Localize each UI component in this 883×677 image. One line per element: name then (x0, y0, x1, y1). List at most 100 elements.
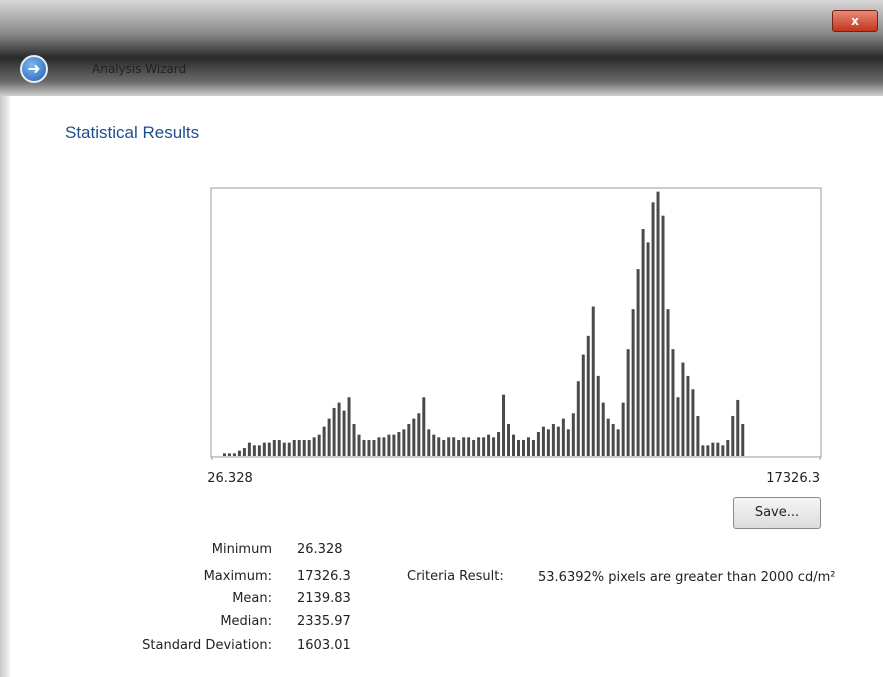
bar (412, 419, 415, 456)
bar (343, 411, 346, 456)
bar (303, 440, 306, 456)
bar (452, 437, 455, 456)
stat-value: 2335.97 (297, 614, 351, 629)
stat-value: 2139.83 (297, 591, 351, 606)
bar (338, 403, 341, 456)
bar (507, 424, 510, 456)
bar (367, 440, 370, 456)
bar (417, 413, 420, 456)
bar (422, 397, 425, 456)
bar (228, 453, 231, 456)
x-tick-label: 17326.3 (766, 471, 820, 486)
save-button[interactable]: Save... (733, 497, 821, 529)
bar (741, 424, 744, 456)
bar (602, 403, 605, 456)
stat-value: 1603.01 (297, 638, 351, 653)
bar (248, 443, 251, 456)
bar (442, 440, 445, 456)
bar (318, 435, 321, 456)
bar (652, 202, 655, 456)
bar (432, 435, 435, 456)
bar (716, 443, 719, 456)
bar (328, 419, 331, 456)
bar (681, 363, 684, 456)
bar (671, 349, 674, 456)
bar (407, 424, 410, 456)
bar (701, 445, 704, 456)
bar (397, 432, 400, 456)
bar (288, 443, 291, 456)
bar (363, 440, 366, 456)
criteria-label: Criteria Result: (407, 569, 504, 584)
bar (492, 437, 495, 456)
bar (313, 437, 316, 456)
bar (532, 440, 535, 456)
bar (293, 440, 296, 456)
bar (691, 389, 694, 456)
bar (358, 435, 361, 456)
bar (467, 437, 470, 456)
bar (472, 440, 475, 456)
bar (263, 443, 266, 456)
bar (696, 416, 699, 456)
bar (487, 435, 490, 456)
bar (706, 445, 709, 456)
bar (477, 437, 480, 456)
bar (731, 416, 734, 456)
bar (392, 435, 395, 456)
bar (308, 440, 311, 456)
bar (387, 435, 390, 456)
bar (348, 397, 351, 456)
bar (627, 349, 630, 456)
bar (736, 400, 739, 456)
page: ➜ Analysis Wizard x Statistical Results … (0, 0, 883, 677)
bar (582, 355, 585, 456)
stat-label: Minimum (32, 542, 272, 557)
bar (447, 437, 450, 456)
bar (502, 395, 505, 456)
bar (622, 403, 625, 456)
bar (542, 427, 545, 456)
bar (223, 453, 226, 456)
bar (607, 419, 610, 456)
bar (333, 408, 336, 456)
bar (642, 229, 645, 456)
bar (353, 424, 356, 456)
criteria-text: 53.6392% pixels are greater than 2000 cd… (538, 569, 838, 587)
bar (527, 437, 530, 456)
bar (647, 242, 650, 456)
bar (612, 424, 615, 456)
stat-value: 17326.3 (297, 569, 351, 584)
stat-label: Mean: (32, 591, 272, 606)
bar (253, 445, 256, 456)
bar (557, 427, 560, 456)
bar (667, 309, 670, 456)
bar (323, 427, 326, 456)
bar (597, 376, 600, 456)
bar (726, 440, 729, 456)
bar (273, 440, 276, 456)
stat-label: Maximum: (32, 569, 272, 584)
plot-frame (211, 188, 821, 457)
bar (567, 429, 570, 456)
bar (632, 309, 635, 456)
bar (382, 437, 385, 456)
bar (686, 376, 689, 456)
stat-label: Median: (32, 614, 272, 629)
bar (457, 440, 460, 456)
bar (517, 440, 520, 456)
bar (577, 381, 580, 456)
bar (721, 445, 724, 456)
bar (482, 437, 485, 456)
bar (637, 269, 640, 456)
bar (711, 443, 714, 456)
bar (372, 440, 375, 456)
bar (233, 453, 236, 456)
bar (572, 413, 575, 456)
stat-label: Standard Deviation: (32, 638, 272, 653)
bar (552, 424, 555, 456)
bar (547, 429, 550, 456)
bar (268, 443, 271, 456)
stat-value: 26.328 (297, 542, 343, 557)
bar (537, 432, 540, 456)
